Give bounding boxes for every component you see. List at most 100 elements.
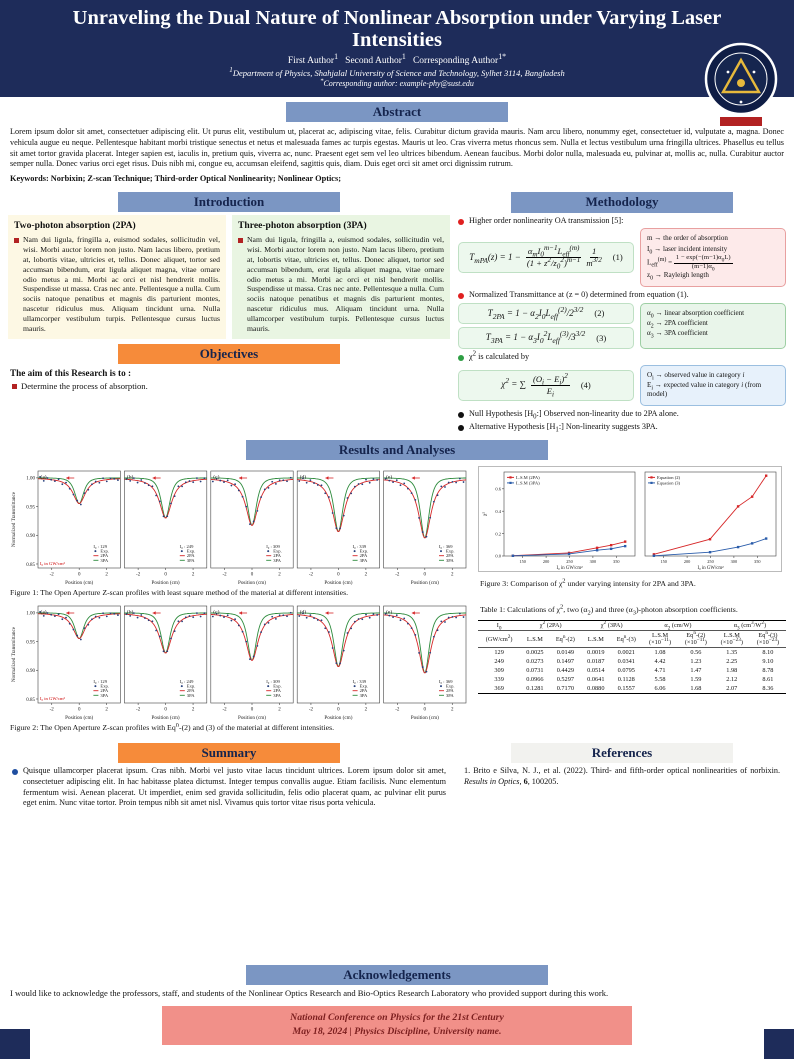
poster-header: Unraveling the Dual Nature of Nonlinear … bbox=[0, 0, 794, 126]
table-cell: 1.23 bbox=[690, 658, 702, 666]
svg-text:Exp.: Exp. bbox=[273, 683, 282, 688]
results-row-2: -2 0 2 Position (cm) 1.00 0.95 0.90 0.85 (a) I₀ :… bbox=[8, 601, 786, 733]
section-bar-summary: Summary bbox=[118, 743, 340, 764]
svg-text:χ²: χ² bbox=[482, 512, 488, 516]
table-cell: 1.47 bbox=[690, 667, 702, 675]
svg-text:0.90: 0.90 bbox=[26, 669, 35, 674]
references-column: References 1. Brito e Silva, N. J., et a… bbox=[458, 738, 786, 787]
svg-text:2: 2 bbox=[451, 572, 454, 577]
acknowledgements-section: Acknowledgements I would like to acknowl… bbox=[0, 960, 794, 1059]
col-group-chi2-3pa: χ2 (3PA) bbox=[581, 620, 643, 632]
table-cell: 0.0641 bbox=[587, 676, 605, 684]
eq4-numerator: (Oi − Ei)2 bbox=[530, 371, 570, 387]
svg-text:-2: -2 bbox=[395, 707, 400, 712]
svg-text:0: 0 bbox=[424, 707, 427, 712]
eq4-label: (4) bbox=[580, 379, 591, 390]
table-1: I0 χ2 (2PA) χ2 (3PA) α2 (cm/W) α3 (cm3/W… bbox=[478, 619, 786, 695]
conference-date: May 18, 2024 | Physics Discipline, Unive… bbox=[292, 1025, 502, 1037]
svg-text:-2: -2 bbox=[222, 572, 227, 577]
table-cell: 0.56 bbox=[690, 649, 702, 657]
svg-text:2PA: 2PA bbox=[273, 553, 281, 558]
svg-text:L.S.M (3PA): L.S.M (3PA) bbox=[516, 480, 540, 485]
col-group-chi2-2pa: χ2 (2PA) bbox=[520, 620, 582, 632]
table-subheader-cell: L.S.M bbox=[581, 630, 611, 649]
table-cell: 8.78 bbox=[762, 667, 774, 675]
col-group-alpha3: α3 (cm3/W2) bbox=[713, 620, 786, 632]
figure-2-plot: -2 0 2 Position (cm) 1.00 0.95 0.90 0.85 (a) I₀ :… bbox=[11, 605, 467, 721]
bullet-square-icon bbox=[12, 383, 17, 389]
svg-text:0.90: 0.90 bbox=[26, 534, 35, 539]
svg-text:-2: -2 bbox=[50, 707, 55, 712]
table-cell: 0.0021 bbox=[617, 649, 635, 657]
eq4-lhs: χ2 = ∑ bbox=[501, 376, 526, 390]
svg-text:3PA: 3PA bbox=[187, 558, 195, 563]
svg-text:(b): (b) bbox=[127, 473, 134, 480]
svg-text:0.95: 0.95 bbox=[26, 640, 35, 645]
svg-text:0: 0 bbox=[251, 707, 254, 712]
svg-text:3PA: 3PA bbox=[100, 558, 108, 563]
svg-text:(a): (a) bbox=[41, 608, 47, 615]
figure-2-block: -2 0 2 Position (cm) 1.00 0.95 0.90 0.85 (a) I₀ :… bbox=[8, 601, 470, 733]
equation-4: χ2 = ∑ (Oi − Ei)2 Ei (4) bbox=[458, 369, 634, 401]
methodology-bullet-3: χ2 is calculated by bbox=[469, 350, 530, 361]
table-subheader-row: (GW/cm2) L.S.M Eqn-(2) L.S.M Eqn-(3) L.S.M (×1… bbox=[478, 630, 786, 649]
affiliation-line: 1Department of Physics, Shahjalal Univer… bbox=[229, 66, 565, 79]
svg-text:I₀ : 129: I₀ : 129 bbox=[93, 544, 107, 549]
svg-text:2PA: 2PA bbox=[187, 553, 195, 558]
svg-text:2PA: 2PA bbox=[446, 553, 454, 558]
svg-text:0.4: 0.4 bbox=[495, 509, 501, 514]
introduction-subcolumns: Two-photon absorption (2PA) Nam dui ligu… bbox=[8, 214, 450, 339]
table-cell: 2.12 bbox=[726, 676, 738, 684]
table-subheader-cell: L.S.M (×10−11) bbox=[642, 630, 678, 649]
svg-text:150: 150 bbox=[519, 559, 525, 564]
table-cell: 0.0341 bbox=[617, 658, 635, 666]
definitions-box-3: Oi → observed value in category i Ei → ex… bbox=[640, 364, 786, 406]
table-cell: 9.10 bbox=[762, 658, 774, 666]
svg-text:3PA: 3PA bbox=[446, 558, 454, 563]
svg-text:Position (cm): Position (cm) bbox=[65, 579, 93, 586]
corner-decoration bbox=[0, 1029, 30, 1059]
table-cell: 0.0025 bbox=[526, 649, 544, 657]
table-cell: 2.07 bbox=[726, 685, 738, 693]
table-row: 129 0.0025 0.0149 0.0019 0.0021 1.08 0.56 1.35 8… bbox=[478, 648, 786, 658]
svg-text:-2: -2 bbox=[222, 707, 227, 712]
table-1-caption: Table 1: Calculations of χ2, two (α2) an… bbox=[480, 603, 738, 617]
table-cell: 0.0514 bbox=[587, 667, 605, 675]
svg-text:(c): (c) bbox=[213, 608, 219, 615]
svg-text:0: 0 bbox=[164, 707, 167, 712]
table-cell: 0.1128 bbox=[617, 676, 635, 684]
svg-text:2: 2 bbox=[105, 707, 108, 712]
svg-text:3PA: 3PA bbox=[446, 692, 454, 697]
conference-footer: National Conference on Physics for the 2… bbox=[162, 1005, 632, 1045]
svg-text:0.0: 0.0 bbox=[495, 554, 501, 559]
corner-decoration bbox=[764, 1029, 794, 1059]
svg-text:0: 0 bbox=[251, 572, 254, 577]
objectives-lead: The aim of this Research is to : bbox=[10, 367, 132, 378]
svg-text:-2: -2 bbox=[136, 707, 141, 712]
svg-text:0.6: 0.6 bbox=[495, 486, 501, 491]
svg-text:2PA: 2PA bbox=[360, 553, 368, 558]
svg-text:I₀ : 129: I₀ : 129 bbox=[93, 679, 107, 684]
bullet-dot-icon bbox=[458, 292, 464, 299]
svg-text:350: 350 bbox=[613, 559, 619, 564]
svg-text:Equation (2): Equation (2) bbox=[657, 475, 681, 480]
table-cell: 0.0795 bbox=[617, 667, 635, 675]
table-cell: 339 bbox=[494, 676, 504, 684]
svg-text:I₀ : 369: I₀ : 369 bbox=[439, 544, 453, 549]
svg-text:2PA: 2PA bbox=[100, 553, 108, 558]
three-photon-panel: Three-photon absorption (3PA) Nam dui li… bbox=[232, 214, 450, 339]
table-cell: 0.7170 bbox=[556, 685, 575, 693]
svg-text:-2: -2 bbox=[136, 572, 141, 577]
university-logo-graphic bbox=[704, 42, 778, 126]
eq1-numerator: αmI0m−1Leff(m) bbox=[525, 244, 582, 259]
table-cell: 0.0880 bbox=[587, 685, 605, 693]
svg-text:0: 0 bbox=[337, 707, 340, 712]
svg-text:I₀ in GW/cm²: I₀ in GW/cm² bbox=[40, 561, 66, 566]
methodology-bullet-2: Normalized Transmittance at (z = 0) dete… bbox=[469, 289, 689, 299]
svg-text:I₀ : 339: I₀ : 339 bbox=[353, 679, 367, 684]
svg-text:2: 2 bbox=[365, 572, 368, 577]
svg-text:Exp.: Exp. bbox=[446, 549, 455, 554]
table-1-body: 129 0.0025 0.0149 0.0019 0.0021 1.08 0.56 1.35 8… bbox=[478, 648, 786, 694]
table-cell: 0.0019 bbox=[587, 649, 605, 657]
